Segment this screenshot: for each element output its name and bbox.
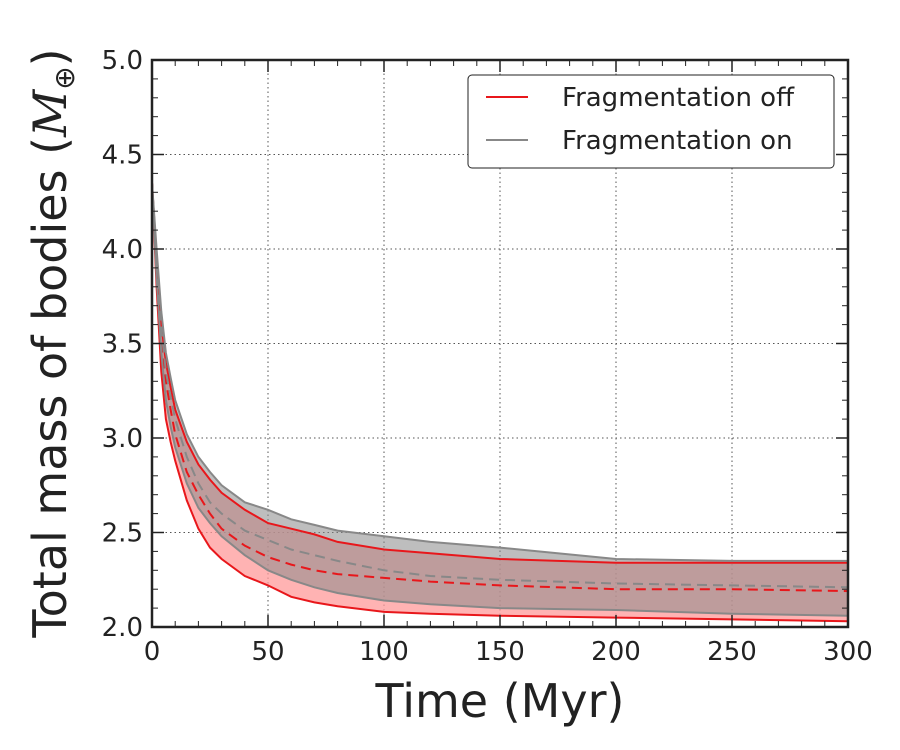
legend-box (467, 74, 835, 169)
y-tick-label-6: 5.0 (102, 46, 143, 76)
y-tick-labels: 2.0 2.5 3.0 3.5 4.0 4.5 5.0 (102, 46, 143, 643)
x-tick-label-0: 0 (144, 637, 161, 667)
y-axis-unit-open: ( (23, 137, 77, 170)
y-tick-label-0: 2.0 (102, 613, 143, 643)
y-axis-title: Total mass of bodies (M⊕) (23, 48, 81, 638)
line-median-fragmentation-off (151, 182, 849, 593)
x-tick-label-2: 100 (359, 637, 409, 667)
x-tick-label-4: 200 (591, 637, 641, 667)
y-tick-label-2: 3.0 (102, 424, 143, 454)
y-tick-label-1: 2.5 (102, 519, 143, 549)
lines (151, 182, 849, 623)
y-axis-title-text: Total mass of bodies (23, 169, 77, 638)
x-tick-label-6: 300 (823, 637, 873, 667)
line-lower-fragmentation-on (151, 182, 849, 617)
x-axis-title: Time (Myr) (375, 674, 625, 728)
x-tick-label-5: 250 (707, 637, 757, 667)
x-tick-labels: 0 50 100 150 200 250 300 (144, 637, 873, 667)
y-axis-unit-close: ) (23, 48, 77, 66)
legend: Fragmentation off Fragmentation on (467, 74, 835, 169)
y-tick-label-3: 3.5 (102, 330, 143, 360)
line-median-fragmentation-on (151, 182, 849, 589)
line-upper-fragmentation-off (151, 182, 848, 564)
legend-label-fragmentation-off: Fragmentation off (562, 83, 795, 113)
y-tick-label-4: 4.0 (102, 235, 143, 265)
line-upper-fragmentation-on (151, 182, 848, 562)
y-axis-unit-symbol: M (23, 88, 77, 138)
legend-label-fragmentation-on: Fragmentation on (562, 126, 793, 156)
band-fragmentation-on (152, 182, 848, 616)
plot-frame (150, 58, 850, 629)
x-tick-label-3: 150 (475, 637, 525, 667)
line-lower-fragmentation-off (151, 182, 849, 623)
bands (152, 182, 848, 622)
y-tick-label-5: 4.5 (102, 141, 143, 171)
y-axis-unit-subscript: ⊕ (48, 66, 81, 89)
x-tick-label-1: 50 (251, 637, 284, 667)
